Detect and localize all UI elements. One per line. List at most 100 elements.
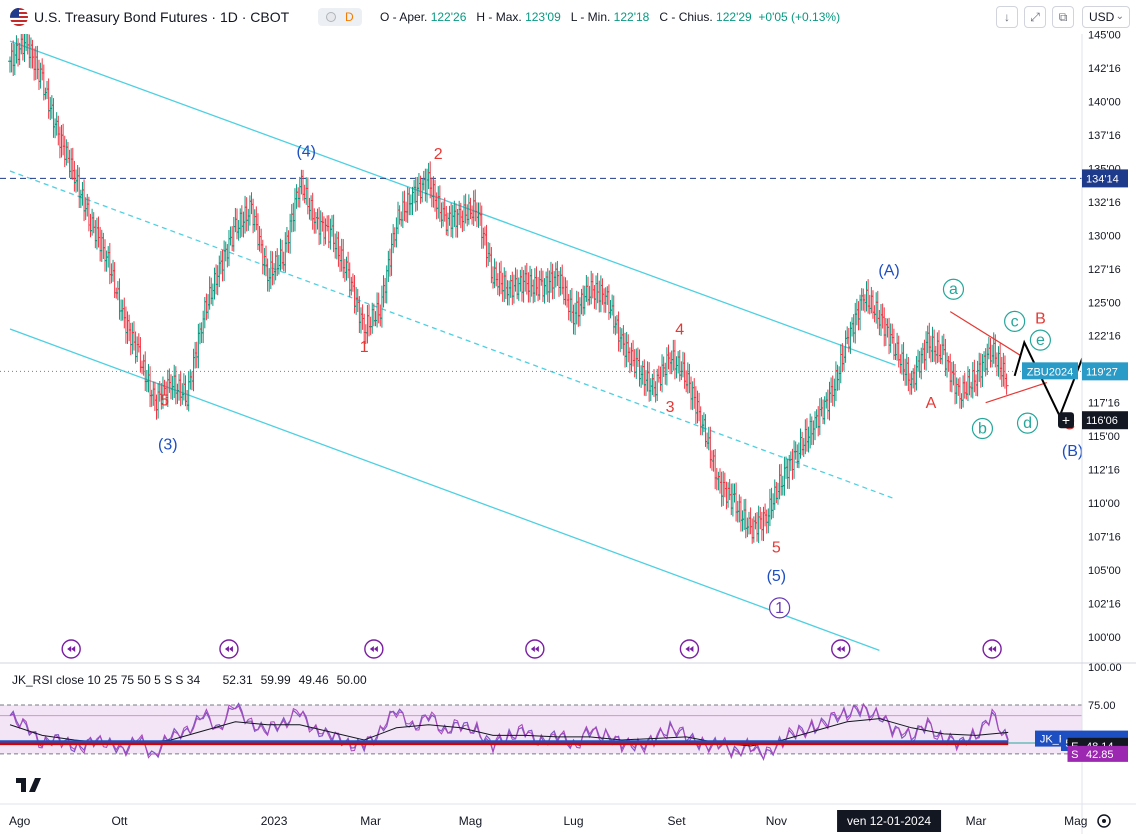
- symbol-title[interactable]: U.S. Treasury Bond Futures · 1D · CBOT: [34, 9, 290, 25]
- rsi-pane: [0, 702, 1082, 762]
- rsi-legend-value: 52.31: [223, 673, 253, 687]
- wave-label: 2: [434, 146, 443, 163]
- crosshair-time-label: ven 12-01-2024: [847, 814, 931, 828]
- open-label: O - Aper.: [380, 10, 428, 24]
- time-tick-label: 2023: [261, 814, 288, 828]
- wave-label: A: [926, 395, 937, 412]
- low-label: L - Min.: [570, 10, 611, 24]
- time-tick-label: Mag: [459, 814, 482, 828]
- wave-label: e: [1036, 332, 1045, 349]
- rsi-legend-value: 49.46: [299, 673, 329, 687]
- plus-icon: +: [1062, 412, 1070, 428]
- price-tick-label: 125'00: [1088, 297, 1121, 309]
- chart-header: U.S. Treasury Bond Futures · 1D · CBOT D…: [0, 0, 1136, 34]
- rsi-slow-line: [9, 718, 1009, 747]
- rsi-legend-value: 59.99: [261, 673, 291, 687]
- channel-line-middle: [9, 170, 896, 500]
- crosshair-plus-button: [1058, 412, 1074, 429]
- wave-label: (3): [158, 437, 178, 454]
- currency-value: USD: [1089, 10, 1115, 24]
- us-flag-icon: [10, 8, 28, 26]
- channel-line-lower: [9, 328, 880, 651]
- price-tick-label: 140'00: [1088, 96, 1121, 108]
- wave-label: 4: [675, 321, 684, 338]
- settings-gear-hub: [1102, 819, 1106, 823]
- wave-label: (A): [878, 262, 899, 279]
- price-tick-label: 107'16: [1088, 532, 1121, 544]
- high-label: H - Max.: [476, 10, 522, 24]
- wave-label: 3: [666, 399, 675, 416]
- wave-circle: [768, 597, 791, 619]
- event-marker-arrows: [224, 646, 233, 652]
- delayed-data-badge: D: [345, 10, 354, 24]
- wave-circle: [1004, 310, 1026, 332]
- wave-label: a: [949, 281, 958, 298]
- price-tick-label: 110'00: [1088, 498, 1120, 510]
- price-tick-label: 100'00: [1088, 632, 1121, 644]
- time-tick-label: Mar: [360, 814, 381, 828]
- price-tick-label: 112'16: [1088, 465, 1120, 477]
- rsi-tick-label: 75.00: [1088, 700, 1116, 712]
- wave-label: (5): [767, 568, 787, 585]
- time-tick-label: Ott: [111, 814, 128, 828]
- market-closed-icon: [326, 12, 336, 22]
- price-tick-label: 145'00: [1088, 29, 1121, 41]
- symbol-tag-label: ZBU2024: [1027, 366, 1073, 378]
- price-tick-label: 117'16: [1088, 398, 1120, 410]
- low-value: 122'18: [613, 10, 650, 24]
- price-tick-label: 132'16: [1088, 197, 1121, 209]
- ohlc-legend: O - Aper. 122'26 H - Max. 123'09 L - Min…: [380, 10, 840, 24]
- price-pane: (4)215(3)435(5)1(A)AabcBedC(B)(C)2: [0, 34, 1083, 659]
- wave-label: (4): [296, 143, 316, 160]
- market-status-pill[interactable]: D: [318, 8, 362, 26]
- rsi-tag: [1067, 745, 1082, 762]
- wave-circle: [1016, 412, 1039, 434]
- rsi-tick-label: 100.00: [1088, 662, 1122, 674]
- rsi-legend-value: 50.00: [337, 673, 367, 687]
- price-tick-label: 127'16: [1088, 264, 1121, 276]
- tradingview-logo: [16, 778, 41, 792]
- event-marker-arrows: [685, 646, 694, 652]
- current-price-tag: [1082, 362, 1128, 381]
- price-tick-label: 102'16: [1088, 599, 1121, 611]
- change-value: +0'05 (+0.13%): [758, 10, 841, 24]
- wave-label: 1: [360, 339, 369, 356]
- wave-label: d: [1023, 415, 1032, 432]
- event-marker-arrows: [67, 646, 76, 652]
- time-tick-label: Lug: [563, 814, 583, 828]
- snapshot-button[interactable]: ⧉: [1052, 6, 1074, 28]
- price-tick-label: 115'00: [1088, 431, 1120, 443]
- wave-circle: [942, 278, 965, 300]
- wave-label: B: [1035, 311, 1046, 328]
- rsi-band-fill: [0, 705, 1082, 754]
- wave-circle: [971, 417, 994, 440]
- crosshair-time-tag: [837, 810, 942, 832]
- chevron-down-icon: ⌄: [1115, 11, 1124, 22]
- wave-label: (B): [1062, 443, 1083, 460]
- rsi-legend-params: JK_RSI close 10 25 75 50 5 S S 34: [12, 673, 200, 687]
- wave-label: 1: [775, 600, 784, 617]
- down-arrow-button[interactable]: ↓: [996, 6, 1018, 28]
- event-marker-arrows: [988, 646, 997, 652]
- fullscreen-button[interactable]: ⤢: [1024, 6, 1046, 28]
- ohlc-bar: [1004, 373, 1009, 395]
- down-arrow-icon: ↓: [1004, 10, 1010, 24]
- channel-line-upper: [9, 40, 896, 366]
- crosshair-price-tag: [1082, 411, 1128, 430]
- time-tick-label: Nov: [766, 814, 787, 828]
- high-value: 123'09: [525, 10, 561, 24]
- time-tick-label: Mar: [966, 814, 987, 828]
- open-value: 122'26: [430, 10, 467, 24]
- time-tick-label: Ago: [9, 814, 31, 828]
- rsi-value-tag: [1082, 745, 1128, 762]
- currency-select[interactable]: USD ⌄: [1082, 6, 1130, 28]
- rsi-signal-line: [9, 702, 1009, 761]
- snapshot-icon: ⧉: [1058, 10, 1068, 24]
- price-tick-label: 105'00: [1088, 565, 1121, 577]
- high-line-label: 134'14: [1086, 173, 1119, 185]
- price-tick-label: 137'16: [1088, 130, 1121, 142]
- rsi-tag-label: S: [1071, 749, 1078, 761]
- event-marker-arrows: [530, 646, 539, 652]
- event-marker-arrows: [836, 646, 845, 652]
